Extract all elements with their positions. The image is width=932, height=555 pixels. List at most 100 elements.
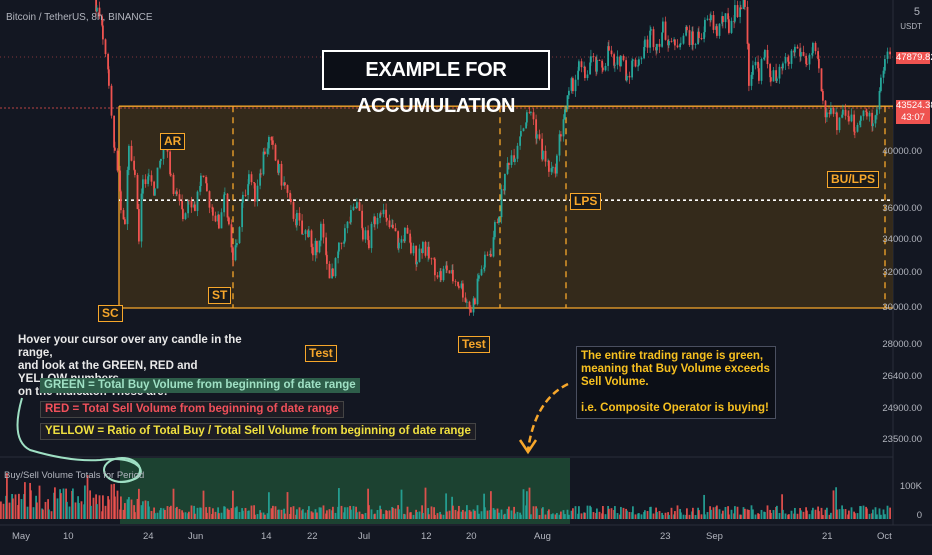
volume-bar-150 xyxy=(298,507,301,519)
candle-body-212 xyxy=(422,242,424,254)
candle-body-348 xyxy=(694,44,697,45)
candle-body-338 xyxy=(674,39,676,46)
candle-body-243 xyxy=(484,254,486,268)
candle-body-435 xyxy=(868,112,871,117)
volume-bar-442 xyxy=(882,509,885,519)
volume-bar-287 xyxy=(572,508,574,519)
range-line-4: i.e. Composite Operator is buying! xyxy=(581,402,769,414)
volume-bar-146 xyxy=(290,507,292,519)
volume-bar-402 xyxy=(802,511,805,519)
wyckoff-label-bu-lps: BU/LPS xyxy=(827,171,880,188)
volume-bar-286 xyxy=(570,510,573,519)
volume-bar-119 xyxy=(236,506,238,519)
volume-bar-285 xyxy=(568,514,570,519)
volume-bar-407 xyxy=(812,507,814,519)
volume-bar-267 xyxy=(532,506,535,519)
volume-bar-56 xyxy=(110,484,113,519)
candle-body-55 xyxy=(108,69,110,86)
volume-bar-58 xyxy=(114,496,116,519)
volume-bar-173 xyxy=(344,507,346,519)
volume-bar-17 xyxy=(32,507,35,519)
indicator-pane-label[interactable]: Buy/Sell Volume Totals for Period xyxy=(4,470,145,481)
volume-bar-236 xyxy=(470,511,472,519)
wyckoff-label-st: ST xyxy=(208,287,232,304)
candle-body-163 xyxy=(325,237,327,255)
volume-bar-170 xyxy=(338,488,340,519)
candle-body-204 xyxy=(406,227,409,234)
candle-body-437 xyxy=(872,123,874,127)
candle-body-158 xyxy=(314,240,317,256)
candle-body-162 xyxy=(322,223,325,238)
candle-body-277 xyxy=(552,167,554,169)
volume-bar-368 xyxy=(734,506,736,519)
volume-bar-82 xyxy=(162,508,165,519)
volume-bar-270 xyxy=(538,514,541,519)
volume-bar-24 xyxy=(47,499,49,519)
volume-bar-16 xyxy=(30,490,32,519)
volume-bar-7 xyxy=(12,498,14,519)
candle-body-377 xyxy=(752,65,754,75)
volume-bar-423 xyxy=(844,509,847,519)
volume-bar-281 xyxy=(560,511,562,519)
volume-bar-294 xyxy=(586,505,589,519)
volume-bar-223 xyxy=(445,493,447,519)
volume-bar-333 xyxy=(664,512,667,519)
candle-body-231 xyxy=(460,283,463,288)
candle-body-168 xyxy=(334,258,337,277)
volume-bar-336 xyxy=(670,507,673,519)
candle-body-312 xyxy=(622,55,625,61)
range-pointer-arrowhead xyxy=(518,439,538,455)
date-tick-11: Sep xyxy=(706,531,723,542)
date-tick-0: May xyxy=(12,531,30,542)
volume-bar-441 xyxy=(880,514,882,519)
candle-body-242 xyxy=(483,267,485,270)
candle-body-262 xyxy=(522,128,525,132)
candle-body-215 xyxy=(428,246,430,259)
candle-body-380 xyxy=(758,68,760,81)
volume-bar-269 xyxy=(536,508,538,519)
candle-body-174 xyxy=(346,221,349,229)
candle-body-362 xyxy=(722,16,724,23)
candle-body-318 xyxy=(634,59,637,67)
volume-bar-79 xyxy=(156,512,159,519)
candle-body-438 xyxy=(874,115,877,124)
range-pointer-arrow xyxy=(526,382,569,451)
price-tick-6: 28000.00 xyxy=(882,339,922,351)
volume-bar-183 xyxy=(364,512,367,519)
volume-bar-242 xyxy=(483,493,485,519)
chart-title-box: EXAMPLE FOR ACCUMULATION xyxy=(322,50,550,117)
candle-body-339 xyxy=(676,45,679,48)
volume-bar-191 xyxy=(380,509,382,519)
volume-bar-378 xyxy=(754,514,757,519)
volume-bar-225 xyxy=(448,510,451,519)
volume-bar-250 xyxy=(498,512,500,519)
volume-bar-44 xyxy=(86,475,89,519)
candle-body-261 xyxy=(520,131,522,137)
candle-body-410 xyxy=(818,58,820,69)
candle-body-183 xyxy=(364,230,367,240)
volume-bar-138 xyxy=(274,506,277,519)
volume-bar-339 xyxy=(676,505,679,519)
candle-body-94 xyxy=(187,200,189,214)
candle-body-388 xyxy=(775,70,777,81)
candle-body-165 xyxy=(328,263,331,279)
volume-bar-185 xyxy=(368,505,370,519)
candle-body-443 xyxy=(884,59,886,71)
volume-bar-345 xyxy=(688,514,691,519)
volume-bar-332 xyxy=(662,514,664,519)
candle-body-308 xyxy=(614,64,616,66)
candle-body-152 xyxy=(302,233,304,235)
volume-bar-76 xyxy=(150,511,153,519)
volume-bar-197 xyxy=(392,507,394,519)
candle-body-371 xyxy=(740,7,742,10)
volume-bar-165 xyxy=(328,509,331,519)
candle-body-213 xyxy=(424,242,427,256)
symbol-label[interactable]: Bitcoin / TetherUS, 8h, BINANCE xyxy=(6,12,153,23)
candle-body-263 xyxy=(525,122,527,129)
date-tick-10: 23 xyxy=(660,531,671,542)
candle-body-143 xyxy=(284,182,286,186)
candle-body-373 xyxy=(744,0,746,7)
candle-body-372 xyxy=(742,0,745,10)
volume-bar-428 xyxy=(854,513,856,519)
